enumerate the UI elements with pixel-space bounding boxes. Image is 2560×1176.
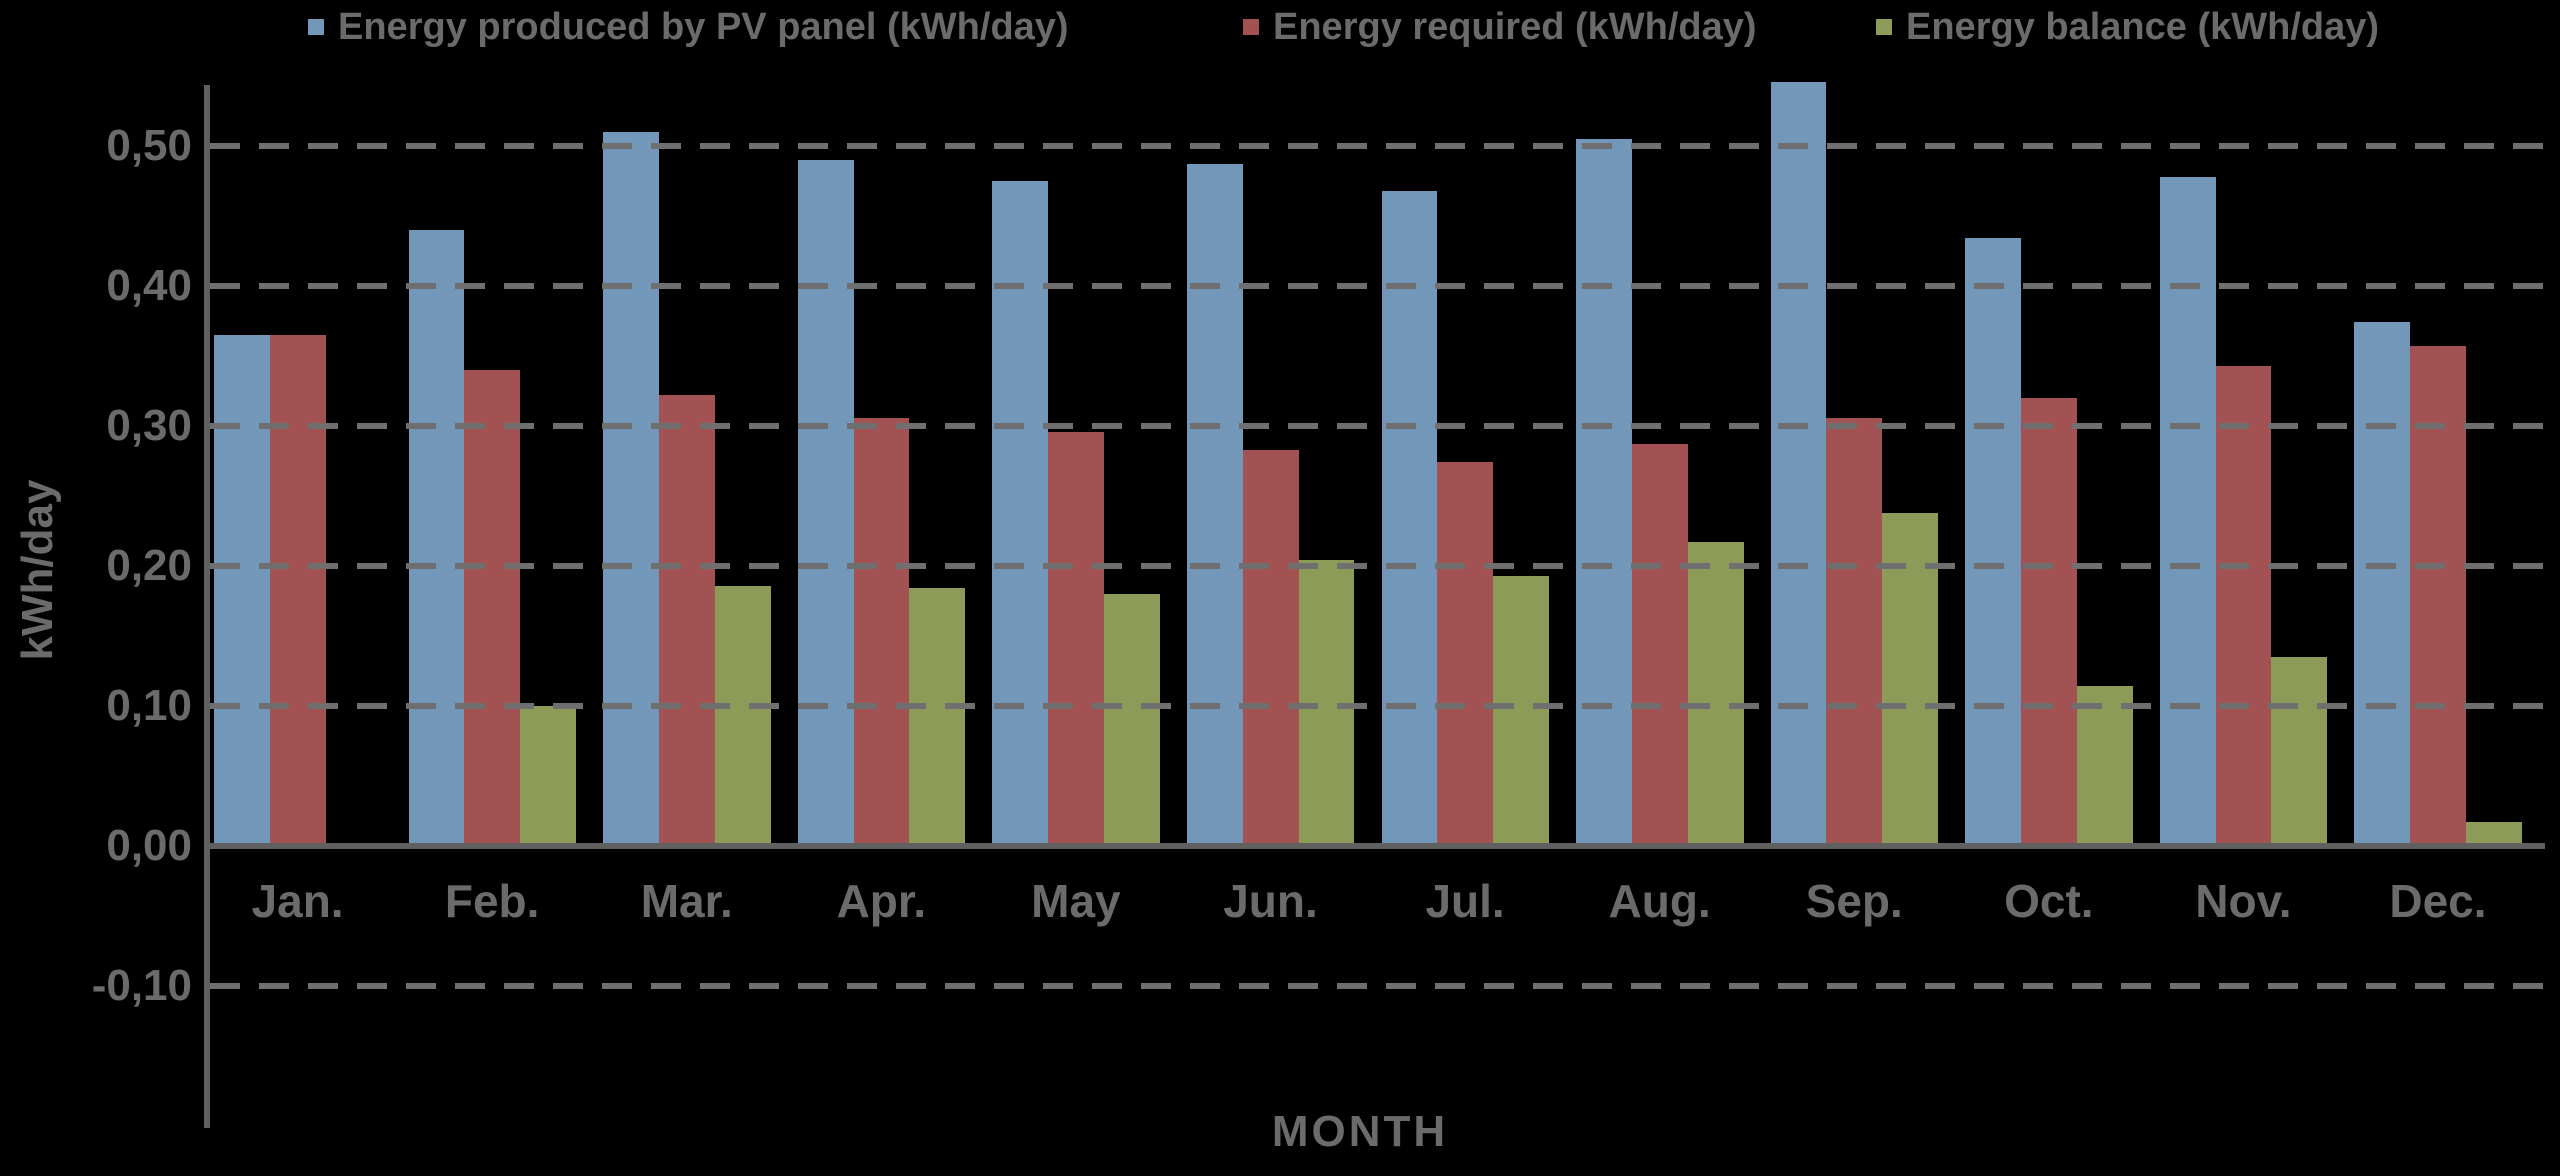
bar-group-sep bbox=[1767, 60, 1962, 846]
gridline bbox=[210, 703, 2545, 709]
x-tick-label-oct: Oct. bbox=[2004, 875, 2094, 927]
x-tick-label-jun: Jun. bbox=[1223, 875, 1318, 927]
gridline bbox=[210, 983, 2545, 989]
legend-label-produced: Energy produced by PV panel (kWh/day) bbox=[338, 5, 1069, 48]
bar-feb-produced bbox=[408, 230, 465, 846]
x-axis-title: MONTH bbox=[1271, 1107, 1449, 1156]
bar-dec-required bbox=[2410, 346, 2467, 846]
x-tick-label-aug: Aug. bbox=[1608, 875, 1711, 927]
bar-nov-required bbox=[2215, 366, 2272, 846]
bar-sep-required bbox=[1826, 418, 1883, 846]
bar-oct-required bbox=[2021, 398, 2077, 846]
bar-mar-produced bbox=[603, 132, 659, 846]
bar-group-jun bbox=[1183, 60, 1378, 846]
legend-swatch-produced-icon bbox=[308, 19, 324, 35]
y-tick-label: 0,50 bbox=[106, 121, 192, 170]
bar-oct-balance bbox=[2076, 686, 2133, 846]
legend-label-balance: Energy balance (kWh/day) bbox=[1906, 5, 2380, 48]
y-axis-line bbox=[204, 85, 210, 1128]
x-tick-label-feb: Feb. bbox=[444, 875, 540, 927]
bar-group-may bbox=[988, 60, 1183, 846]
bar-jan-produced bbox=[214, 335, 270, 846]
bar-may-required bbox=[1048, 432, 1104, 846]
bar-group-jul bbox=[1378, 60, 1573, 846]
bar-jun-required bbox=[1242, 450, 1299, 846]
bar-may-balance bbox=[1103, 594, 1160, 846]
bar-dec-produced bbox=[2354, 322, 2411, 846]
legend-swatch-required-icon bbox=[1243, 19, 1259, 35]
legend-label-required: Energy required (kWh/day) bbox=[1273, 5, 1757, 48]
y-tick-label: 0,00 bbox=[106, 821, 192, 870]
gridline bbox=[210, 563, 2545, 569]
x-tick-label-apr: Apr. bbox=[836, 875, 927, 927]
bar-feb-required bbox=[464, 370, 521, 846]
bar-nov-produced bbox=[2159, 177, 2216, 846]
y-tick-label: 0,20 bbox=[106, 541, 192, 590]
legend-item-balance: Energy balance (kWh/day) bbox=[1876, 4, 2379, 50]
bar-apr-required bbox=[853, 418, 910, 846]
bar-sep-produced bbox=[1770, 82, 1827, 846]
legend-item-required: Energy required (kWh/day) bbox=[1243, 4, 1757, 50]
bar-aug-balance bbox=[1687, 542, 1744, 846]
x-tick-label-dec: Dec. bbox=[2389, 875, 2487, 927]
legend-item-produced: Energy produced by PV panel (kWh/day) bbox=[308, 4, 1069, 50]
bar-group-jan bbox=[210, 60, 405, 846]
x-tick-label-mar: Mar. bbox=[640, 875, 733, 927]
bar-jun-produced bbox=[1186, 164, 1243, 846]
bar-mar-balance bbox=[714, 586, 771, 846]
bar-aug-produced bbox=[1576, 139, 1632, 846]
bar-jul-produced bbox=[1381, 191, 1438, 846]
bar-group-nov bbox=[2156, 60, 2351, 846]
bar-group-feb bbox=[405, 60, 600, 846]
bar-oct-produced bbox=[1965, 238, 2022, 846]
x-tick-label-sep: Sep. bbox=[1805, 875, 1903, 927]
bar-nov-balance bbox=[2271, 657, 2328, 846]
y-tick-label: 0,10 bbox=[106, 681, 192, 730]
bar-group-dec bbox=[2350, 60, 2545, 846]
bar-may-produced bbox=[992, 181, 1049, 846]
x-axis-line bbox=[204, 843, 2545, 849]
bar-jan-required bbox=[269, 335, 326, 846]
bar-apr-balance bbox=[909, 588, 966, 846]
bar-group-oct bbox=[1961, 60, 2156, 846]
y-tick-label: 0,40 bbox=[106, 261, 192, 310]
bar-aug-required bbox=[1631, 444, 1688, 846]
bar-feb-balance bbox=[520, 706, 577, 846]
gridline bbox=[210, 283, 2545, 289]
x-tick-label-nov: Nov. bbox=[2195, 875, 2292, 927]
bar-group-apr bbox=[794, 60, 989, 846]
x-tick-label-jul: Jul. bbox=[1425, 875, 1505, 927]
legend-swatch-balance-icon bbox=[1876, 19, 1892, 35]
gridline bbox=[210, 143, 2545, 149]
bar-jul-balance bbox=[1493, 576, 1549, 846]
bar-group-aug bbox=[1572, 60, 1767, 846]
bar-dec-balance bbox=[2466, 822, 2522, 846]
x-tick-label-may: May bbox=[1031, 875, 1121, 927]
bar-group-mar bbox=[599, 60, 794, 846]
bar-apr-produced bbox=[797, 160, 854, 846]
gridline bbox=[210, 423, 2545, 429]
y-tick-label: 0,30 bbox=[106, 401, 192, 450]
bar-jul-required bbox=[1437, 462, 1494, 846]
y-tick-label: -0,10 bbox=[91, 961, 192, 1010]
x-tick-label-jan: Jan. bbox=[251, 875, 344, 927]
bar-mar-required bbox=[658, 395, 715, 846]
